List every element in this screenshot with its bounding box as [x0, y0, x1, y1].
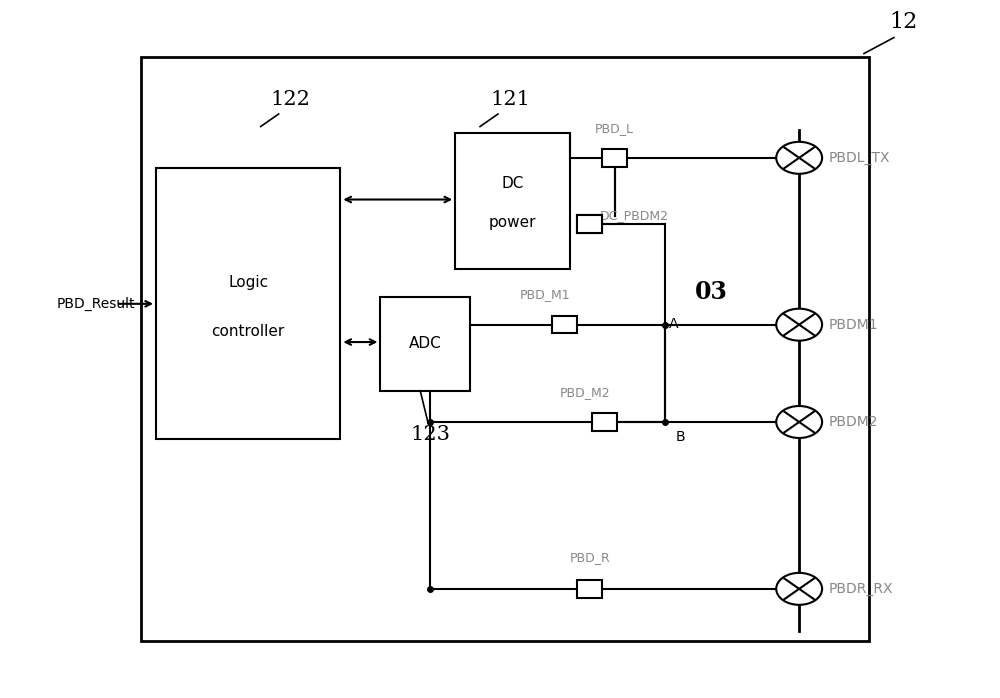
Text: B: B	[676, 431, 685, 445]
Bar	[577, 580, 602, 597]
Text: Logic: Logic	[228, 276, 268, 290]
Bar	[141, 57, 869, 641]
Text: 123: 123	[410, 426, 450, 445]
Text: DC: DC	[501, 177, 524, 191]
Text: power: power	[489, 214, 536, 230]
Text: PBDM1: PBDM1	[829, 318, 879, 332]
Text: 03: 03	[694, 280, 727, 304]
Bar	[577, 215, 602, 232]
Circle shape	[776, 573, 822, 605]
Circle shape	[776, 142, 822, 174]
Text: PBDR_RX: PBDR_RX	[829, 582, 894, 596]
Bar	[380, 297, 470, 391]
Bar	[156, 168, 340, 439]
Bar	[455, 133, 570, 269]
Text: PBD_M1: PBD_M1	[520, 288, 570, 301]
Circle shape	[776, 406, 822, 438]
Text: 122: 122	[271, 90, 311, 109]
Text: PBDL_TX: PBDL_TX	[829, 151, 891, 165]
Text: 12: 12	[890, 10, 918, 33]
Text: PBD_L: PBD_L	[595, 122, 634, 135]
Text: PBD_Result: PBD_Result	[56, 297, 135, 311]
Text: ADC: ADC	[409, 336, 442, 351]
Bar	[592, 413, 617, 431]
Bar	[577, 215, 602, 232]
Bar	[602, 149, 627, 167]
Text: A: A	[669, 317, 678, 331]
Circle shape	[776, 309, 822, 341]
Text: 121: 121	[490, 90, 530, 109]
Text: PBDM2: PBDM2	[829, 415, 879, 429]
Text: controller: controller	[212, 324, 285, 339]
Text: PBD_R: PBD_R	[569, 551, 610, 565]
Bar	[552, 316, 577, 334]
Text: PBD_M2: PBD_M2	[559, 386, 610, 399]
Text: DC_PBDM2: DC_PBDM2	[600, 209, 669, 221]
